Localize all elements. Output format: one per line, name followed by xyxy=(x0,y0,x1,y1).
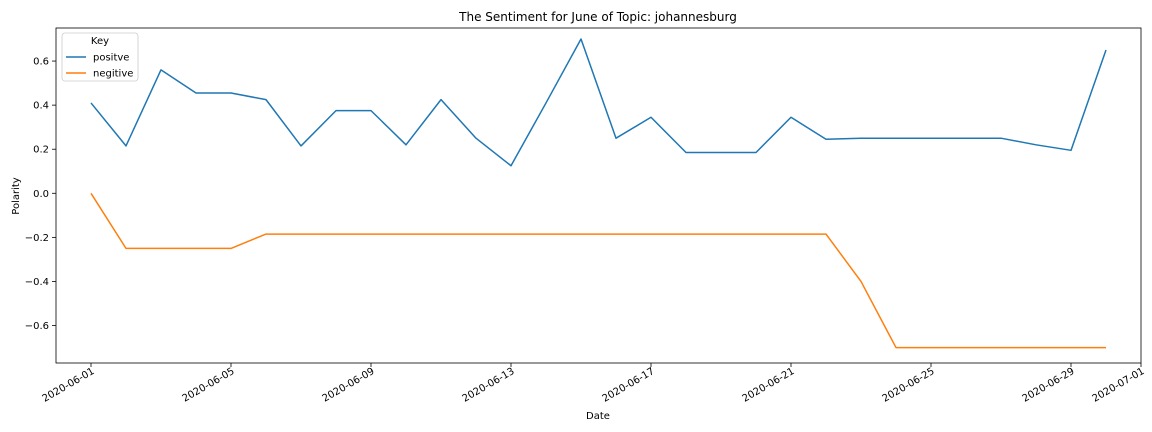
chart-title: The Sentiment for June of Topic: johanne… xyxy=(458,10,737,24)
series-line-0 xyxy=(90,38,1107,167)
y-tick-label: −0.2 xyxy=(25,233,49,244)
y-axis-label: Polarity xyxy=(11,177,22,215)
legend: Key positve negitive xyxy=(61,32,139,82)
y-tick-label: 0.6 xyxy=(33,57,49,68)
x-axis: 2020-06-01 2020-06-05 2020-06-09 2020-06-13… xyxy=(41,363,1147,405)
x-tick-label: 2020-06-01 xyxy=(41,366,97,405)
x-tick-label: 2020-07-01 xyxy=(1091,366,1147,405)
axes-frame xyxy=(55,27,1142,364)
y-tick-label: −0.4 xyxy=(25,277,49,288)
y-tick-label: 0.4 xyxy=(33,101,49,112)
x-axis-label: Date xyxy=(586,411,610,422)
x-tick-label: 2020-06-17 xyxy=(601,366,657,405)
y-tick-label: −0.6 xyxy=(25,321,49,332)
y-tick-label: 0.0 xyxy=(33,189,49,200)
x-tick-label: 2020-06-25 xyxy=(881,366,937,405)
x-tick-label: 2020-06-21 xyxy=(741,366,797,405)
legend-box xyxy=(61,32,139,82)
y-axis: 0.6 0.4 0.2 0.0 −0.2 −0.4 −0.6 xyxy=(25,57,56,332)
x-tick-label: 2020-06-29 xyxy=(1021,366,1077,405)
x-tick-label: 2020-06-05 xyxy=(181,366,237,405)
legend-title: Key xyxy=(91,36,109,47)
series-line-1 xyxy=(90,192,1106,349)
x-tick-label: 2020-06-13 xyxy=(461,366,517,405)
legend-label-1: negitive xyxy=(93,69,133,80)
y-tick-label: 0.2 xyxy=(33,145,49,156)
x-tick-label: 2020-06-09 xyxy=(321,366,377,405)
legend-label-0: positve xyxy=(93,53,129,64)
plot-area xyxy=(55,27,1142,364)
